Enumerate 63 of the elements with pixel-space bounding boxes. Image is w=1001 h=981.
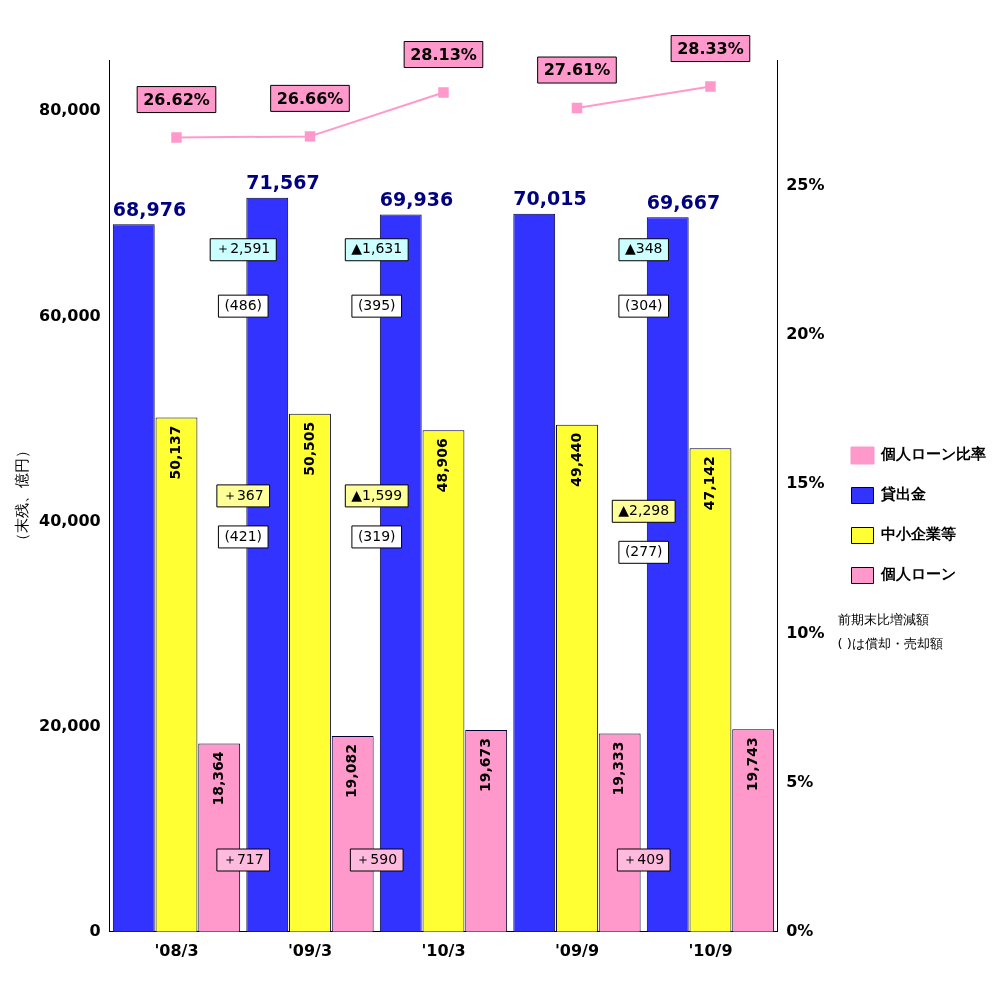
y-tick-label: 60,000	[38, 305, 101, 325]
data-label: 49,440	[567, 432, 584, 487]
point	[171, 132, 182, 143]
data-label: 28.33%	[677, 38, 744, 58]
data-label: 68,976	[112, 197, 187, 220]
data-label: 69,667	[646, 190, 721, 213]
y2-tick-label: 10%	[786, 622, 825, 642]
y-tick-label: 20,000	[38, 715, 101, 735]
y2-tick-label: 20%	[786, 324, 825, 344]
data-label: 26.66%	[276, 88, 344, 108]
x-tick-label: '10/3	[421, 940, 466, 960]
annotation: ▲2,298	[618, 501, 670, 518]
text: ( )は償却・売却額	[837, 634, 943, 653]
data-label: 28.13%	[410, 44, 477, 64]
data-label: 19,673	[476, 738, 493, 793]
y2-tick-label: 25%	[786, 175, 825, 195]
legend-label: 個人ローン	[880, 565, 956, 584]
y-axis-title: （末残、億円）	[12, 443, 31, 549]
x-tick-label: '10/9	[688, 940, 733, 960]
annotation: (486)	[224, 296, 263, 313]
annotation: (277)	[624, 542, 663, 559]
annotation: ＋367	[222, 486, 264, 503]
data-label: 27.61%	[543, 60, 611, 80]
legend-label: 貸出金	[880, 485, 926, 504]
point	[304, 131, 316, 142]
annotation: ▲1,631	[351, 240, 403, 257]
data-label: 50,505	[300, 421, 317, 476]
data-label: 48,906	[434, 438, 451, 493]
legend-label: 中小企業等	[881, 525, 956, 544]
point	[438, 87, 449, 98]
point	[705, 81, 716, 92]
y2-tick-label: 15%	[786, 473, 825, 493]
y-tick-label: 40,000	[38, 510, 101, 530]
text: 前期末比増減額	[837, 610, 930, 629]
annotation: ＋2,591	[216, 240, 271, 257]
annotation: ＋409	[623, 850, 665, 867]
data-label: 26.62%	[143, 89, 210, 109]
data-label: 71,567	[246, 171, 320, 194]
annotation: (395)	[357, 296, 396, 313]
y-tick-label: 0	[89, 920, 101, 940]
annotation: ▲1,599	[351, 486, 403, 503]
x-tick-label: '09/9	[554, 940, 600, 960]
y2-tick-label: 0%	[786, 920, 814, 940]
annotation: ＋717	[222, 850, 264, 867]
annotation: (304)	[624, 296, 663, 313]
y2-tick-label: 5%	[786, 771, 814, 791]
data-label: 19,333	[610, 741, 627, 796]
data-label: 18,364	[209, 751, 226, 806]
data-label: 69,936	[379, 187, 454, 210]
x-tick-label: '09/3	[287, 940, 333, 960]
data-label: 19,743	[743, 737, 760, 792]
annotation: (319)	[357, 527, 396, 544]
y-tick-label: 80,000	[38, 100, 101, 120]
data-label: 50,137	[167, 425, 184, 480]
data-label: 47,142	[701, 456, 718, 511]
annotation: (421)	[224, 527, 263, 544]
annotation: ＋590	[356, 850, 398, 867]
annotation: ▲348	[624, 240, 663, 257]
data-label: 70,015	[513, 187, 587, 210]
x-tick-label: '08/3	[154, 940, 199, 960]
data-label: 19,082	[343, 744, 360, 799]
point	[571, 102, 583, 114]
legend-label: 個人ローン比率	[880, 445, 986, 464]
